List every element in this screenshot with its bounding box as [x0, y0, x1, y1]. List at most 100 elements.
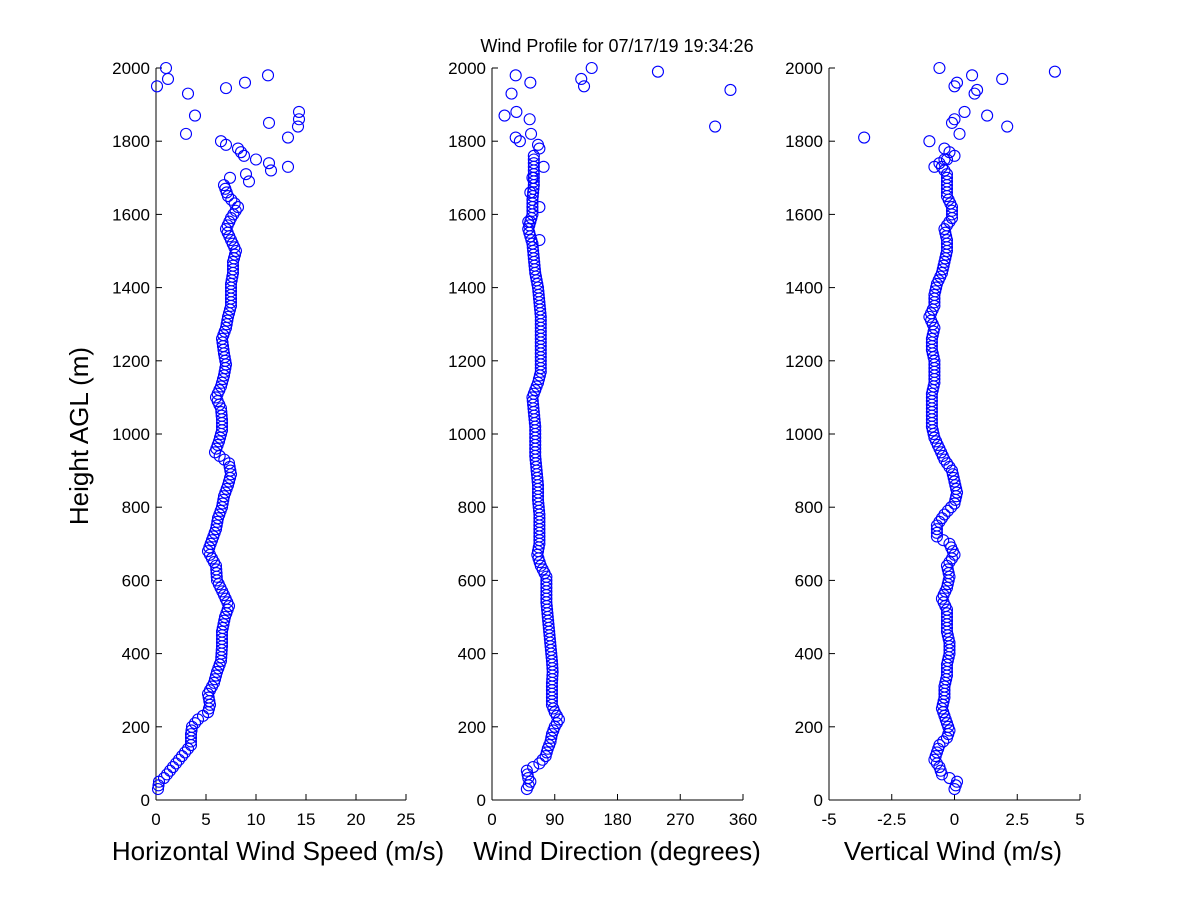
data-point — [222, 307, 236, 320]
y-tick-label: 600 — [458, 571, 486, 590]
data-point — [179, 127, 193, 140]
data-point — [215, 405, 228, 419]
data-point — [938, 142, 951, 155]
data-point — [188, 109, 202, 122]
data-point — [940, 607, 954, 620]
data-point — [928, 160, 941, 173]
data-point — [940, 219, 954, 232]
data-point — [981, 109, 994, 122]
y-tick-label: 1800 — [785, 132, 823, 151]
data-point — [948, 113, 961, 126]
data-point — [239, 168, 253, 181]
x-tick-label: 0 — [950, 810, 959, 829]
x-tick-label: 10 — [247, 810, 266, 829]
data-point — [184, 728, 198, 741]
y-tick-label: 1800 — [112, 132, 150, 151]
x-axis-label: Wind Direction (degrees) — [473, 836, 761, 866]
data-point — [175, 750, 189, 763]
x-axis-label: Vertical Wind (m/s) — [844, 836, 1062, 866]
data-point — [181, 742, 195, 755]
data-point — [935, 512, 949, 525]
data-point — [221, 479, 235, 492]
y-tick-label: 2000 — [448, 59, 486, 78]
data-point — [943, 537, 956, 550]
data-point — [223, 171, 237, 184]
y-tick-label: 1600 — [448, 205, 486, 224]
panel-2: 0 200 400 600 800 1000 1200 1400 1600 1800 2000 0 90… — [448, 59, 761, 866]
y-tick-label: 600 — [795, 571, 823, 590]
data-point — [262, 157, 276, 170]
data-point — [533, 757, 546, 770]
data-point — [505, 87, 518, 100]
data-point — [948, 80, 961, 93]
data-point — [261, 69, 275, 82]
data-point — [941, 504, 954, 517]
data-point — [510, 105, 523, 118]
data-point — [237, 149, 251, 162]
y-tick-label: 1000 — [785, 425, 823, 444]
x-tick-label: 15 — [297, 810, 316, 829]
x-tick-label: 5 — [201, 810, 210, 829]
data-point — [216, 497, 229, 510]
data-point — [227, 252, 241, 265]
data-point — [222, 475, 236, 488]
data-point — [724, 83, 737, 97]
data-point — [524, 76, 537, 89]
x-tick-label: -2.5 — [877, 810, 906, 829]
data-point — [524, 127, 538, 140]
data-point — [234, 146, 248, 159]
data-point — [533, 201, 546, 214]
data-point — [249, 153, 263, 166]
y-tick-label: 400 — [795, 645, 823, 664]
y-tick-label: 1200 — [785, 352, 823, 371]
data-point — [264, 164, 278, 177]
data-point — [520, 764, 533, 777]
y-tick-label: 1600 — [112, 205, 150, 224]
y-tick-label: 1400 — [112, 279, 150, 298]
y-tick-label: 400 — [122, 645, 150, 664]
data-point — [958, 105, 971, 118]
data-point — [585, 61, 598, 75]
y-tick-label: 800 — [122, 498, 150, 517]
data-point — [527, 153, 540, 166]
data-point — [933, 61, 946, 75]
data-point — [1048, 65, 1061, 78]
data-point — [292, 105, 306, 118]
data-point — [238, 76, 252, 89]
data-point — [540, 574, 553, 587]
y-tick-label: 1000 — [112, 425, 150, 444]
data-point — [938, 508, 951, 521]
data-point — [966, 69, 979, 82]
data-point — [166, 761, 180, 774]
y-tick-label: 1400 — [785, 279, 823, 298]
data-point — [945, 501, 958, 514]
data-point — [210, 519, 223, 532]
data-point — [151, 782, 165, 796]
data-point — [522, 215, 535, 228]
panel-1: 0 200 400 600 800 1000 1200 1400 1600 1800 2000 0 5 1… — [112, 59, 444, 866]
data-point — [231, 201, 245, 214]
data-point — [228, 197, 241, 210]
data-point — [217, 493, 230, 506]
data-point — [933, 739, 946, 752]
y-tick-label: 200 — [795, 718, 823, 737]
data-point — [509, 131, 522, 144]
data-point — [539, 750, 552, 763]
data-point — [709, 120, 722, 133]
data-point — [938, 164, 951, 177]
data-point — [217, 179, 231, 192]
data-point — [933, 761, 946, 774]
y-tick-label: 2000 — [785, 59, 823, 78]
data-point — [188, 717, 202, 730]
data-point — [242, 175, 256, 188]
x-tick-label: 5 — [1075, 810, 1084, 829]
data-point — [224, 464, 237, 477]
y-tick-label: 2000 — [112, 59, 150, 78]
data-point — [231, 142, 245, 155]
data-point — [202, 691, 215, 704]
y-tick-label: 0 — [814, 791, 823, 810]
y-tick-label: 0 — [141, 791, 150, 810]
data-point — [221, 314, 234, 327]
data-point — [178, 746, 192, 759]
data-point — [281, 131, 295, 144]
